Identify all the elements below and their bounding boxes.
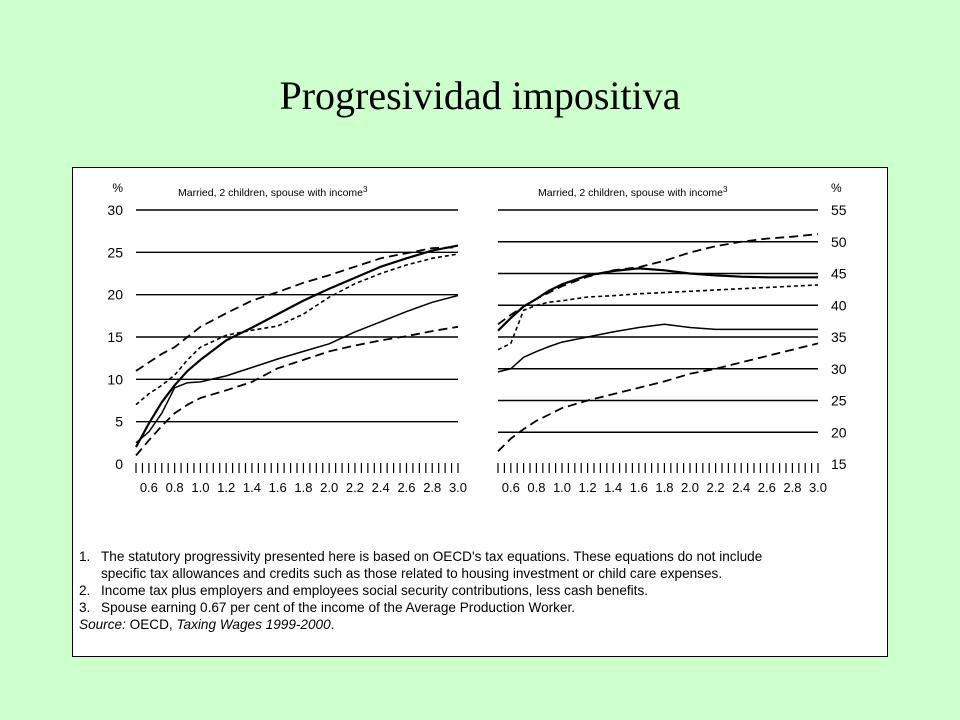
x-tick-label: 2.8 (423, 480, 441, 495)
series-line-1 (135, 246, 459, 372)
footnote-1: 1. The statutory progressivity presented… (79, 548, 879, 582)
x-tick-label: 2.0 (681, 480, 699, 495)
y-tick-label: 30 (831, 361, 847, 377)
x-tick-label: 0.8 (527, 480, 545, 495)
footnote-number: 1. (79, 549, 91, 564)
charts-svg: 0 5 10 15 20 25 30% Married, 2 children, spouse… (107, 181, 847, 495)
y-tick-label: 55 (831, 202, 847, 218)
x-tick-label: 2.8 (783, 480, 801, 495)
x-tick-label: 3.0 (809, 480, 827, 495)
chart-title: Married, 2 children, spouse with income3 (538, 185, 728, 199)
footnote-text: specific tax allowances and credits such… (101, 566, 723, 581)
source-line: Source: OECD, Taxing Wages 1999-2000. (79, 616, 879, 633)
footnote-3: 3. Spouse earning 0.67 per cent of the i… (79, 599, 879, 616)
slide-title: Progresividad impositiva (279, 73, 681, 118)
chart-title: Married, 2 children, spouse with income3 (178, 185, 368, 199)
series-line-5 (135, 325, 459, 457)
x-tick-label: 0.6 (140, 480, 158, 495)
series-line-3 (497, 284, 819, 351)
x-tick-label: 2.4 (732, 480, 750, 495)
series-line-1 (497, 233, 819, 326)
footnote-text: Spouse earning 0.67 per cent of the inco… (101, 600, 576, 615)
chart-title-superscript: 3 (363, 185, 368, 194)
y-tick-label: 35 (831, 329, 847, 345)
x-tick-label: 2.2 (346, 480, 364, 495)
x-tick-label: 1.6 (630, 480, 648, 495)
y-tick-label: 50 (831, 234, 847, 250)
chart-title-superscript: 3 (723, 185, 728, 194)
x-tick-label: 1.8 (655, 480, 673, 495)
y-tick-label: 0 (115, 456, 123, 472)
y-axis-label: % (112, 181, 123, 195)
x-tick-label: 1.4 (604, 480, 622, 495)
x-tick-label: 2.2 (707, 480, 725, 495)
footnote-text: The statutory progressivity presented he… (101, 549, 763, 564)
series-line-5 (497, 342, 819, 452)
x-tick-label: 2.4 (372, 480, 390, 495)
x-tick-label: 2.0 (320, 480, 338, 495)
y-tick-label: 5 (115, 414, 123, 430)
y-tick-label: 45 (831, 266, 847, 282)
x-tick-label: 0.8 (166, 480, 184, 495)
source-title: Taxing Wages 1999-2000 (176, 617, 331, 632)
series-line-4 (135, 294, 459, 444)
figure-box: 0 5 10 15 20 25 30% Married, 2 children, spouse… (72, 167, 888, 657)
y-tick-label: 20 (831, 424, 847, 440)
x-tick-label: 1.4 (243, 480, 261, 495)
y-tick-label: 10 (107, 371, 123, 387)
y-axis-label: % (831, 181, 842, 195)
y-tick-label: 25 (107, 244, 123, 260)
footnote-text: Income tax plus employers and employees … (101, 583, 649, 598)
x-tick-label: 1.6 (269, 480, 287, 495)
x-tick-label: 1.2 (217, 480, 235, 495)
y-tick-label: 40 (831, 297, 847, 313)
series-line-2 (497, 267, 818, 332)
x-tick-label: 2.6 (758, 480, 776, 495)
footnote-number: 2. (79, 583, 91, 598)
x-tick-label: 0.6 (502, 480, 520, 495)
x-tick-label: 2.6 (397, 480, 415, 495)
y-tick-label: 20 (107, 287, 123, 303)
y-tick-label: 15 (107, 329, 123, 345)
x-tick-label: 1.8 (294, 480, 312, 495)
series-line-4 (497, 323, 818, 373)
x-tick-label: 1.2 (579, 480, 597, 495)
y-tick-label: 25 (831, 393, 847, 409)
footnotes: 1. The statutory progressivity presented… (79, 548, 879, 633)
source-end: . (330, 617, 335, 632)
series-line-2 (135, 244, 459, 448)
source-text: OECD, (129, 617, 173, 632)
footnote-2: 2. Income tax plus employers and employe… (79, 582, 879, 599)
source-label: Source: (79, 617, 126, 632)
x-tick-label: 3.0 (449, 480, 467, 495)
series-line-3 (135, 253, 459, 406)
y-tick-label: 15 (831, 456, 847, 472)
x-tick-label: 1.0 (553, 480, 571, 495)
x-tick-label: 1.0 (191, 480, 209, 495)
footnote-number: 3. (79, 600, 91, 615)
y-tick-label: 30 (107, 202, 123, 218)
